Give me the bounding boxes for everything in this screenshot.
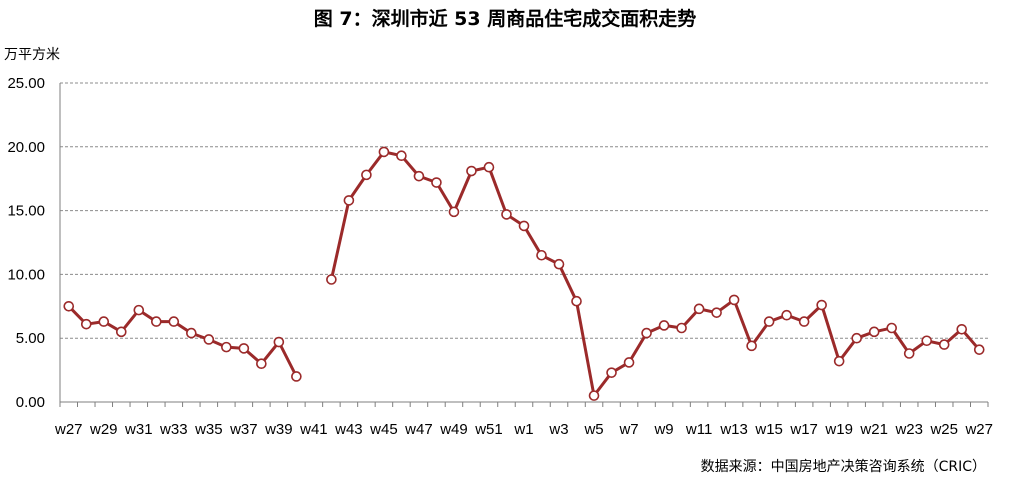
x-tick-label: w45 [369,421,398,438]
data-point [956,323,968,335]
x-tick-label: w29 [89,421,118,438]
data-point [728,294,740,306]
data-point [658,320,670,331]
data-point [343,195,355,206]
x-tick-label: w31 [124,421,153,438]
data-point [711,307,722,318]
axes [59,83,989,407]
x-tick-label: w7 [618,421,638,438]
x-tick-label: w13 [719,421,748,438]
data-point [553,258,565,270]
data-point [833,355,845,367]
data-point [536,249,547,261]
data-point [63,300,75,312]
series-line-segment [329,150,981,398]
data-point [921,335,933,347]
x-tick-label: w39 [264,421,293,438]
data-point [203,334,215,345]
data-point [973,344,985,355]
data-point [623,357,635,368]
data-point [378,146,390,158]
data-points [63,146,985,401]
data-point [746,340,757,352]
y-tick-label: 25.00 [7,75,45,92]
source-note: 数据来源：中国房地产决策咨询系统（CRIC） [700,459,986,475]
x-tick-label: w41 [299,421,328,438]
x-axis-tick-labels: w27 w29 w31 w33 w35 w37 w39 w41 w43 w45 w47 w49 w51 w… [54,421,993,438]
x-tick-label: w5 [583,421,603,438]
data-point [238,343,250,354]
data-point [98,316,110,327]
data-point [763,316,775,327]
x-tick-label: w17 [789,421,818,438]
gridlines [60,82,988,339]
y-tick-label: 0.00 [16,394,45,411]
x-tick-label: w47 [404,421,433,438]
data-point [571,295,582,307]
data-point [133,304,145,316]
data-point [781,309,792,321]
data-point [326,274,337,285]
x-tick-label: w19 [824,421,853,438]
data-point [151,316,162,327]
data-point [606,367,617,378]
data-point [256,358,267,370]
data-point [693,303,705,315]
x-tick-label: w1 [513,421,533,438]
data-point [483,161,495,173]
data-point [588,390,600,401]
data-point [816,299,827,311]
x-tick-label: w27 [54,421,83,438]
x-tick-label: w37 [229,421,258,438]
x-tick-label: w33 [159,421,188,438]
y-tick-label: 10.00 [7,266,45,283]
data-point [186,327,197,339]
x-tick-label: w9 [653,421,673,438]
data-point [851,332,862,344]
data-point [641,327,652,339]
data-point [221,341,232,353]
data-point [518,220,530,232]
x-tick-label: w51 [474,421,503,438]
data-point [868,326,880,338]
data-point [431,177,442,188]
x-tick-label: w3 [548,421,568,438]
data-point [938,339,950,350]
x-tick-label: w43 [334,421,363,438]
data-point [466,165,477,177]
x-tick-label: w49 [439,421,468,438]
data-point [448,206,460,218]
data-point [115,326,127,338]
x-tick-label: w23 [894,421,923,438]
data-point [413,170,425,182]
data-point [798,316,810,327]
data-point [291,371,302,382]
y-tick-label: 15.00 [7,203,45,220]
y-axis-tick-labels: 0.00 5.00 10.00 15.00 20.00 25.00 [7,75,45,411]
x-tick-label: w35 [194,421,223,438]
y-axis-unit-label: 万平方米 [4,47,60,63]
y-tick-label: 20.00 [7,139,45,156]
x-tick-label: w11 [685,421,712,438]
data-point [80,318,92,330]
data-point [886,322,897,334]
data-point [168,316,180,327]
chart-title: 图 7：深圳市近 53 周商品住宅成交面积走势 [313,8,697,30]
data-point [273,336,285,348]
data-point [396,150,407,162]
x-tick-label: w25 [929,421,958,438]
y-tick-label: 5.00 [16,330,45,347]
x-tick-label: w27 [964,421,993,438]
x-tick-label: w21 [859,421,888,438]
data-point [676,322,687,334]
data-point [903,348,915,359]
data-point [361,169,372,181]
x-tick-label: w15 [754,421,783,438]
data-point [501,209,512,220]
